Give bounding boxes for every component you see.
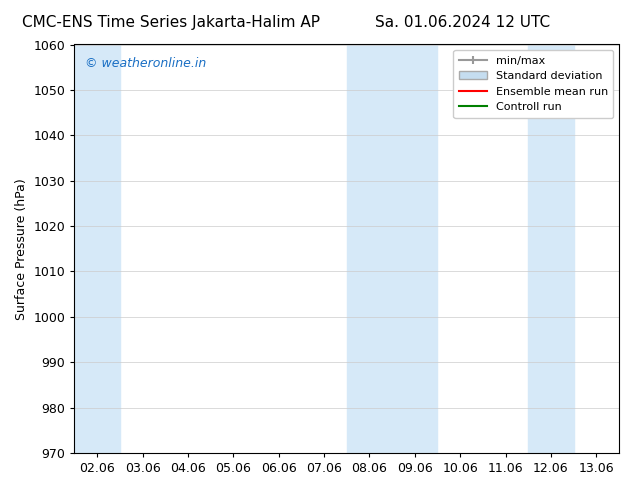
Legend: min/max, Standard deviation, Ensemble mean run, Controll run: min/max, Standard deviation, Ensemble me…	[453, 50, 614, 118]
Text: CMC-ENS Time Series Jakarta-Halim AP: CMC-ENS Time Series Jakarta-Halim AP	[22, 15, 320, 30]
Bar	[528, 45, 574, 453]
Text: Sa. 01.06.2024 12 UTC: Sa. 01.06.2024 12 UTC	[375, 15, 550, 30]
Bar	[347, 45, 437, 453]
Bar	[74, 45, 120, 453]
Y-axis label: Surface Pressure (hPa): Surface Pressure (hPa)	[15, 178, 28, 319]
Text: © weatheronline.in: © weatheronline.in	[86, 57, 207, 70]
